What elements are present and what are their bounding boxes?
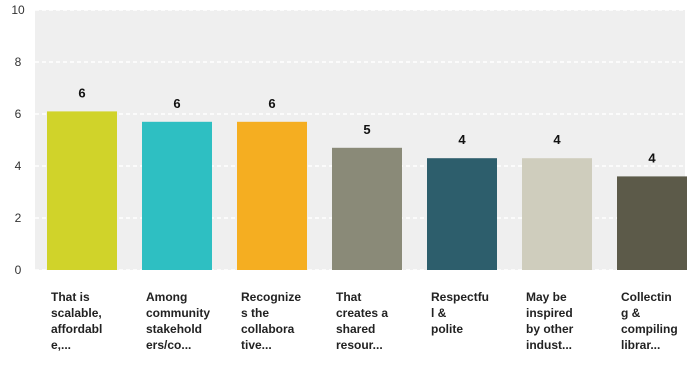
bar[interactable] — [47, 111, 117, 271]
x-category-label-line: May be — [526, 290, 567, 304]
bar[interactable] — [142, 121, 212, 270]
x-category-label-line: inspired — [526, 306, 573, 320]
bar-value-label: 5 — [363, 122, 370, 137]
x-category-label-line: indust... — [526, 338, 572, 352]
x-category-label-line: s the — [241, 306, 270, 320]
x-category-label-line: e,... — [51, 338, 72, 352]
x-category-label-line: affordabl — [51, 322, 103, 336]
bar[interactable] — [237, 121, 307, 270]
y-tick-label: 6 — [15, 107, 22, 121]
x-category-label-line: Among — [146, 290, 188, 304]
x-category-label-line: scalable, — [51, 306, 102, 320]
x-category-label-line: g & — [621, 306, 641, 320]
x-category-label-line: Collectin — [621, 290, 672, 304]
x-category-label: Collectin g & compiling librar... — [621, 289, 688, 353]
x-category-label: Respectfu l & polite — [431, 289, 501, 337]
x-category-label-line: compiling — [621, 322, 678, 336]
x-category-label-line: tive... — [241, 338, 272, 352]
bar-value-label: 6 — [78, 85, 85, 100]
bar-value-label: 4 — [553, 132, 561, 147]
x-category-label-line: l & — [431, 306, 447, 320]
bar[interactable] — [617, 176, 687, 270]
y-tick-label: 10 — [11, 3, 25, 17]
bars — [47, 111, 687, 271]
data-labels: 6 6 6 5 4 4 4 — [78, 85, 656, 165]
y-tick-label: 0 — [15, 263, 22, 277]
bar[interactable] — [427, 158, 497, 270]
x-category-label: That creates a shared resour... — [336, 289, 406, 353]
x-category-label-line: polite — [431, 322, 463, 336]
bar[interactable] — [522, 158, 592, 270]
x-category-label-line: ers/co... — [146, 338, 192, 352]
x-category-label-line: That is — [51, 290, 90, 304]
x-category-label: That is scalable, affordabl e,... — [51, 289, 121, 353]
x-category-label-line: Recognize — [241, 290, 302, 304]
x-category-label-line: librar... — [621, 338, 661, 352]
bar[interactable] — [332, 147, 402, 270]
x-category-label-line: Respectfu — [431, 290, 490, 304]
x-category-label: Recognize s the collabora tive... — [241, 289, 311, 353]
x-category-label-line: collabora — [241, 322, 295, 336]
x-category-label-line: by other — [526, 322, 574, 336]
x-category-label-line: shared — [336, 322, 376, 336]
x-category-label-line: community — [146, 306, 211, 320]
y-tick-label: 8 — [15, 55, 22, 69]
y-tick-label: 2 — [15, 211, 22, 225]
x-category-label: Among community stakehold ers/co... — [146, 289, 216, 353]
x-category-label-line: stakehold — [146, 322, 203, 336]
x-category-label-line: That — [336, 290, 362, 304]
x-category-label-line: resour... — [336, 338, 383, 352]
bar-value-label: 4 — [648, 150, 656, 165]
bar-value-label: 6 — [173, 96, 180, 111]
y-axis-ticks: 0 2 4 6 8 10 — [11, 3, 25, 277]
x-category-label: May be inspired by other indust... — [526, 289, 596, 353]
y-tick-label: 4 — [15, 159, 22, 173]
bar-value-label: 4 — [458, 132, 466, 147]
x-category-label-line: creates a — [336, 306, 389, 320]
bar-value-label: 6 — [268, 96, 275, 111]
